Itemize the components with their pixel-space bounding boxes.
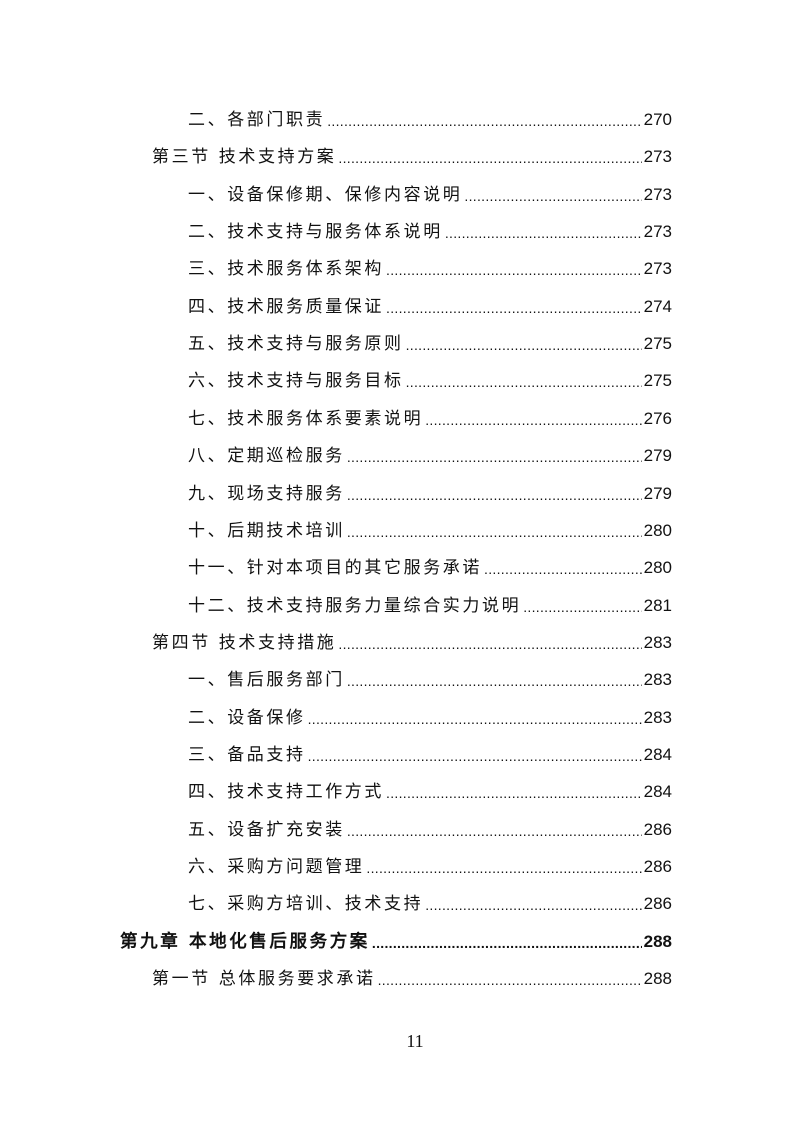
- toc-entry-title: 八、定期巡检服务: [188, 446, 345, 467]
- toc-entry-page: 275: [643, 371, 672, 391]
- toc-entry-page: 286: [643, 819, 672, 839]
- toc-entry-page: 286: [643, 857, 672, 876]
- toc-entry-title: 二、各部门职责: [188, 110, 326, 130]
- dot-leader: ........................................…: [346, 449, 642, 466]
- toc-item-entry[interactable]: 二、技术支持与服务体系说明...........................…: [188, 218, 672, 246]
- toc-item-entry[interactable]: 一、售后服务部门................................…: [188, 666, 672, 694]
- toc-item-entry[interactable]: 五、技术支持与服务原则.............................…: [188, 330, 672, 358]
- toc-entry-title: 一、售后服务部门: [188, 670, 345, 691]
- toc-entry-page: 276: [643, 408, 672, 428]
- toc-entry-title: 十、后期技术培训: [188, 520, 345, 541]
- toc-entry-title: 三、备品支持: [188, 744, 306, 765]
- dot-leader: ........................................…: [405, 374, 642, 391]
- toc-entry-title: 三、技术服务体系架构: [188, 259, 384, 280]
- toc-entry-page: 273: [643, 184, 672, 204]
- toc-entry-page: 280: [643, 558, 672, 578]
- dot-leader: ........................................…: [464, 187, 641, 204]
- toc-section-entry[interactable]: 第一节 总体服务要求承诺............................…: [152, 965, 672, 993]
- toc-item-entry[interactable]: 六、技术支持与服务目标.............................…: [188, 367, 672, 395]
- toc-chapter-entry[interactable]: 第九章 本地化售后服务方案...........................…: [120, 928, 672, 956]
- dot-leader: ........................................…: [386, 262, 642, 279]
- dot-leader: ........................................…: [405, 337, 642, 354]
- toc-section-entry[interactable]: 第三节 技术支持方案..............................…: [152, 143, 672, 171]
- toc-section-entry[interactable]: 第四节 技术支持措施..............................…: [152, 629, 672, 657]
- toc-entry-title: 十二、技术支持服务力量综合实力说明: [188, 595, 522, 616]
- dot-leader: ........................................…: [386, 299, 642, 316]
- dot-leader: ........................................…: [371, 934, 642, 951]
- toc-item-entry[interactable]: 五、设备扩充安装................................…: [188, 816, 672, 844]
- toc-item-entry[interactable]: 七、技术服务体系要素说明............................…: [188, 405, 672, 433]
- toc-entry-page: 286: [643, 894, 672, 914]
- toc-item-entry[interactable]: 四、技术支持工作方式..............................…: [188, 778, 672, 806]
- dot-leader: ........................................…: [346, 486, 642, 503]
- toc-entry-title: 六、技术支持与服务目标: [188, 371, 404, 392]
- dot-leader: ........................................…: [377, 972, 642, 989]
- dot-leader: ........................................…: [338, 635, 641, 652]
- toc-item-entry[interactable]: 七、采购方培训、技术支持............................…: [188, 890, 672, 918]
- toc-entry-page: 288: [643, 969, 672, 989]
- toc-entry-page: 284: [643, 782, 672, 802]
- dot-leader: ........................................…: [307, 710, 642, 727]
- toc-item-entry[interactable]: 六、采购方问题管理...............................…: [188, 853, 672, 881]
- toc-entry-page: 273: [643, 222, 672, 242]
- dot-leader: ........................................…: [366, 860, 641, 876]
- toc-entry-page: 283: [643, 707, 672, 727]
- toc-entry-title: 第四节 技术支持措施: [152, 632, 337, 653]
- toc-entry-title: 二、设备保修: [188, 707, 306, 728]
- toc-entry-title: 七、采购方培训、技术支持: [188, 894, 424, 915]
- dot-leader: ........................................…: [338, 150, 641, 167]
- dot-leader: ........................................…: [307, 747, 642, 764]
- toc-item-entry[interactable]: 八、定期巡检服务................................…: [188, 442, 672, 470]
- toc-entry-page: 279: [643, 446, 672, 466]
- page-number: 11: [406, 1031, 424, 1051]
- toc-entry-page: 273: [643, 259, 672, 279]
- toc-item-entry[interactable]: 二、设备保修..................................…: [188, 704, 672, 732]
- toc-entry-page: 281: [643, 595, 672, 615]
- dot-leader: ........................................…: [425, 411, 641, 428]
- dot-leader: ........................................…: [346, 523, 642, 540]
- toc-item-entry[interactable]: 二、各部门职责.................................…: [188, 106, 672, 134]
- toc-entry-page: 270: [643, 110, 672, 129]
- toc-item-entry[interactable]: 九、现场支持服务................................…: [188, 480, 672, 508]
- toc-entry-page: 273: [643, 147, 672, 167]
- dot-leader: ........................................…: [484, 561, 642, 578]
- toc-entry-page: 279: [643, 483, 672, 503]
- toc-entry-title: 六、采购方问题管理: [188, 857, 365, 877]
- toc-entry-title: 第一节 总体服务要求承诺: [152, 969, 376, 990]
- dot-leader: ........................................…: [346, 673, 642, 690]
- toc-entry-title: 五、技术支持与服务原则: [188, 334, 404, 355]
- toc-entry-title: 九、现场支持服务: [188, 483, 345, 504]
- dot-leader: ........................................…: [327, 113, 642, 129]
- dot-leader: ........................................…: [346, 822, 642, 839]
- toc-entry-page: 274: [643, 296, 672, 316]
- toc-item-entry[interactable]: 一、设备保修期、保修内容说明..........................…: [188, 181, 672, 209]
- toc-entry-title: 一、设备保修期、保修内容说明: [188, 184, 463, 205]
- toc-item-entry[interactable]: 十、后期技术培训................................…: [188, 517, 672, 545]
- toc-item-entry[interactable]: 十二、技术支持服务力量综合实力说明.......................…: [188, 592, 672, 620]
- toc-entry-title: 二、技术支持与服务体系说明: [188, 222, 443, 243]
- toc-entry-page: 288: [643, 931, 672, 951]
- toc-entry-title: 五、设备扩充安装: [188, 819, 345, 840]
- toc-entry-title: 第三节 技术支持方案: [152, 147, 337, 168]
- toc-entry-page: 283: [643, 670, 672, 690]
- toc-entry-page: 283: [643, 632, 672, 652]
- toc-item-entry[interactable]: 三、备品支持..................................…: [188, 741, 672, 769]
- toc-item-entry[interactable]: 三、技术服务体系架构..............................…: [188, 255, 672, 283]
- toc-entry-title: 十一、针对本项目的其它服务承诺: [188, 558, 482, 579]
- toc-entry-page: 284: [643, 744, 672, 764]
- toc-entry-title: 七、技术服务体系要素说明: [188, 408, 424, 429]
- toc-entry-title: 第九章 本地化售后服务方案: [120, 931, 370, 952]
- dot-leader: ........................................…: [444, 225, 642, 242]
- toc-item-entry[interactable]: 四、技术服务质量保证..............................…: [188, 293, 672, 321]
- toc-entry-title: 四、技术服务质量保证: [188, 296, 384, 317]
- dot-leader: ........................................…: [386, 785, 642, 802]
- dot-leader: ........................................…: [425, 897, 641, 914]
- toc-item-entry[interactable]: 十一、针对本项目的其它服务承诺.........................…: [188, 554, 672, 582]
- toc-entry-page: 275: [643, 334, 672, 354]
- toc-entry-page: 280: [643, 520, 672, 540]
- toc-entry-title: 四、技术支持工作方式: [188, 782, 384, 803]
- dot-leader: ........................................…: [523, 598, 641, 615]
